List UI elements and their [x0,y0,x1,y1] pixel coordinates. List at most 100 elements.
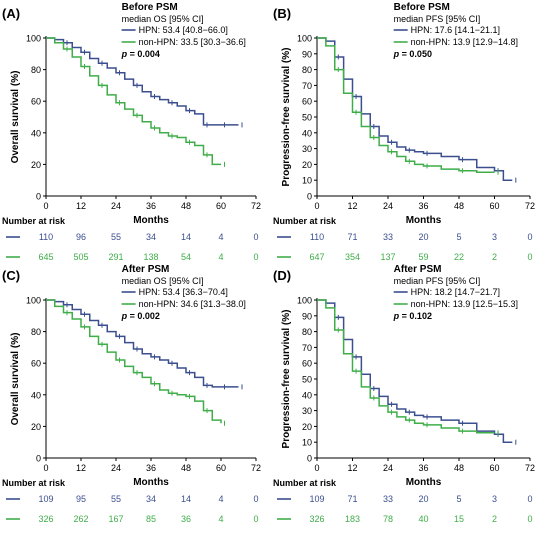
risk-count: 14 [181,494,191,504]
x-axis-label: Months [133,477,169,488]
y-tick-label: 90 [302,49,312,59]
p-value: p = 0.002 [121,311,160,321]
p-value-symbol: p [121,311,128,321]
non-hpn-survival-curve [46,37,221,166]
x-tick-label: 0 [314,201,319,211]
hpn-survival-curve [46,37,239,126]
y-tick-label: 0 [307,192,312,202]
risk-count: 34 [146,232,156,242]
risk-count: 4 [218,514,223,524]
risk-count: 36 [181,514,191,524]
risk-count: 71 [347,494,357,504]
risk-count: 110 [310,232,324,242]
y-axis-label: Progression-free survival (%) [281,310,292,449]
x-tick-label: 24 [383,201,393,211]
risk-count: 55 [111,232,121,242]
x-axis-label: Months [406,477,442,488]
risk-count: 0 [527,494,532,504]
risk-count: 40 [418,514,428,524]
x-tick-label: 72 [251,463,261,473]
hpn-survival-curve [317,37,513,181]
x-tick-label: 12 [76,201,86,211]
y-tick-label: 10 [302,176,312,186]
risk-count: 14 [181,232,191,242]
y-tick-label: 60 [302,359,312,369]
y-tick-label: 40 [302,128,312,138]
x-tick-label: 36 [418,201,428,211]
legend-header: median PFS [95% CI] [394,276,481,286]
risk-count: 4 [218,494,223,504]
risk-count: 137 [380,252,395,262]
risk-count: 110 [39,232,53,242]
risk-count: 505 [73,252,88,262]
y-tick-label: 30 [302,144,312,154]
y-tick-label: 70 [302,81,312,91]
legend-entry: HPN: 53.4 [36.3−70.4] [139,287,228,297]
legend-entry: non-HPN: 13.9 [12.9−14.8] [411,37,518,47]
y-tick-label: 0 [36,192,41,202]
risk-count: 645 [38,252,53,262]
risk-count: 20 [418,494,428,504]
x-axis-label: Months [406,215,442,226]
risk-table-title: Number at risk [2,478,66,488]
y-tick-label: 60 [31,97,41,107]
x-tick-label: 48 [454,463,464,473]
p-value-number: = 0.002 [127,311,160,321]
x-tick-label: 36 [146,463,156,473]
risk-count: 33 [383,232,393,242]
y-tick-label: 20 [302,160,312,170]
risk-count: 5 [456,232,461,242]
legend-header: median PFS [95% CI] [394,14,481,24]
y-axis-label: Progression-free survival (%) [281,48,292,187]
risk-table-title: Number at risk [2,216,66,226]
risk-count: 109 [309,494,324,504]
risk-count: 85 [146,514,156,524]
x-tick-label: 48 [454,201,464,211]
hpn-survival-curve [46,299,239,388]
y-tick-label: 100 [297,34,312,44]
p-value: p = 0.050 [393,49,432,59]
non-hpn-survival-curve [317,37,495,174]
legend-title: After PSM [122,264,170,275]
p-value: p = 0.102 [393,311,432,321]
y-tick-label: 30 [302,406,312,416]
y-axis-label: Overall survival (%) [10,333,21,426]
risk-table-title: Number at risk [273,478,337,488]
legend-title: Before PSM [394,2,450,13]
risk-count: 138 [143,252,158,262]
risk-count: 109 [38,494,53,504]
y-tick-label: 50 [302,375,312,385]
risk-count: 0 [253,252,258,262]
legend-title: After PSM [394,264,442,275]
risk-count: 0 [527,514,532,524]
y-tick-label: 40 [31,390,41,400]
x-tick-label: 0 [43,201,48,211]
x-tick-label: 60 [216,201,226,211]
risk-count: 0 [253,514,258,524]
x-tick-label: 72 [525,201,535,211]
p-value-number: = 0.102 [399,311,432,321]
risk-count: 15 [454,514,464,524]
risk-count: 95 [76,494,86,504]
risk-count: 326 [38,514,53,524]
x-tick-label: 24 [383,463,393,473]
risk-count: 34 [146,494,156,504]
y-tick-label: 80 [31,65,41,75]
risk-count: 20 [418,232,428,242]
legend-entry: HPN: 17.6 [14.1−21.1] [411,25,500,35]
risk-count: 291 [108,252,123,262]
risk-count: 59 [418,252,428,262]
y-tick-label: 80 [302,327,312,337]
y-tick-label: 90 [302,311,312,321]
y-tick-label: 50 [302,113,312,123]
risk-count: 326 [309,514,324,524]
x-tick-label: 60 [216,463,226,473]
legend-title: Before PSM [122,2,178,13]
p-value-number: = 0.004 [127,49,160,59]
y-tick-label: 0 [36,454,41,464]
y-tick-label: 70 [302,343,312,353]
risk-count: 78 [383,514,393,524]
y-tick-label: 80 [31,327,41,337]
